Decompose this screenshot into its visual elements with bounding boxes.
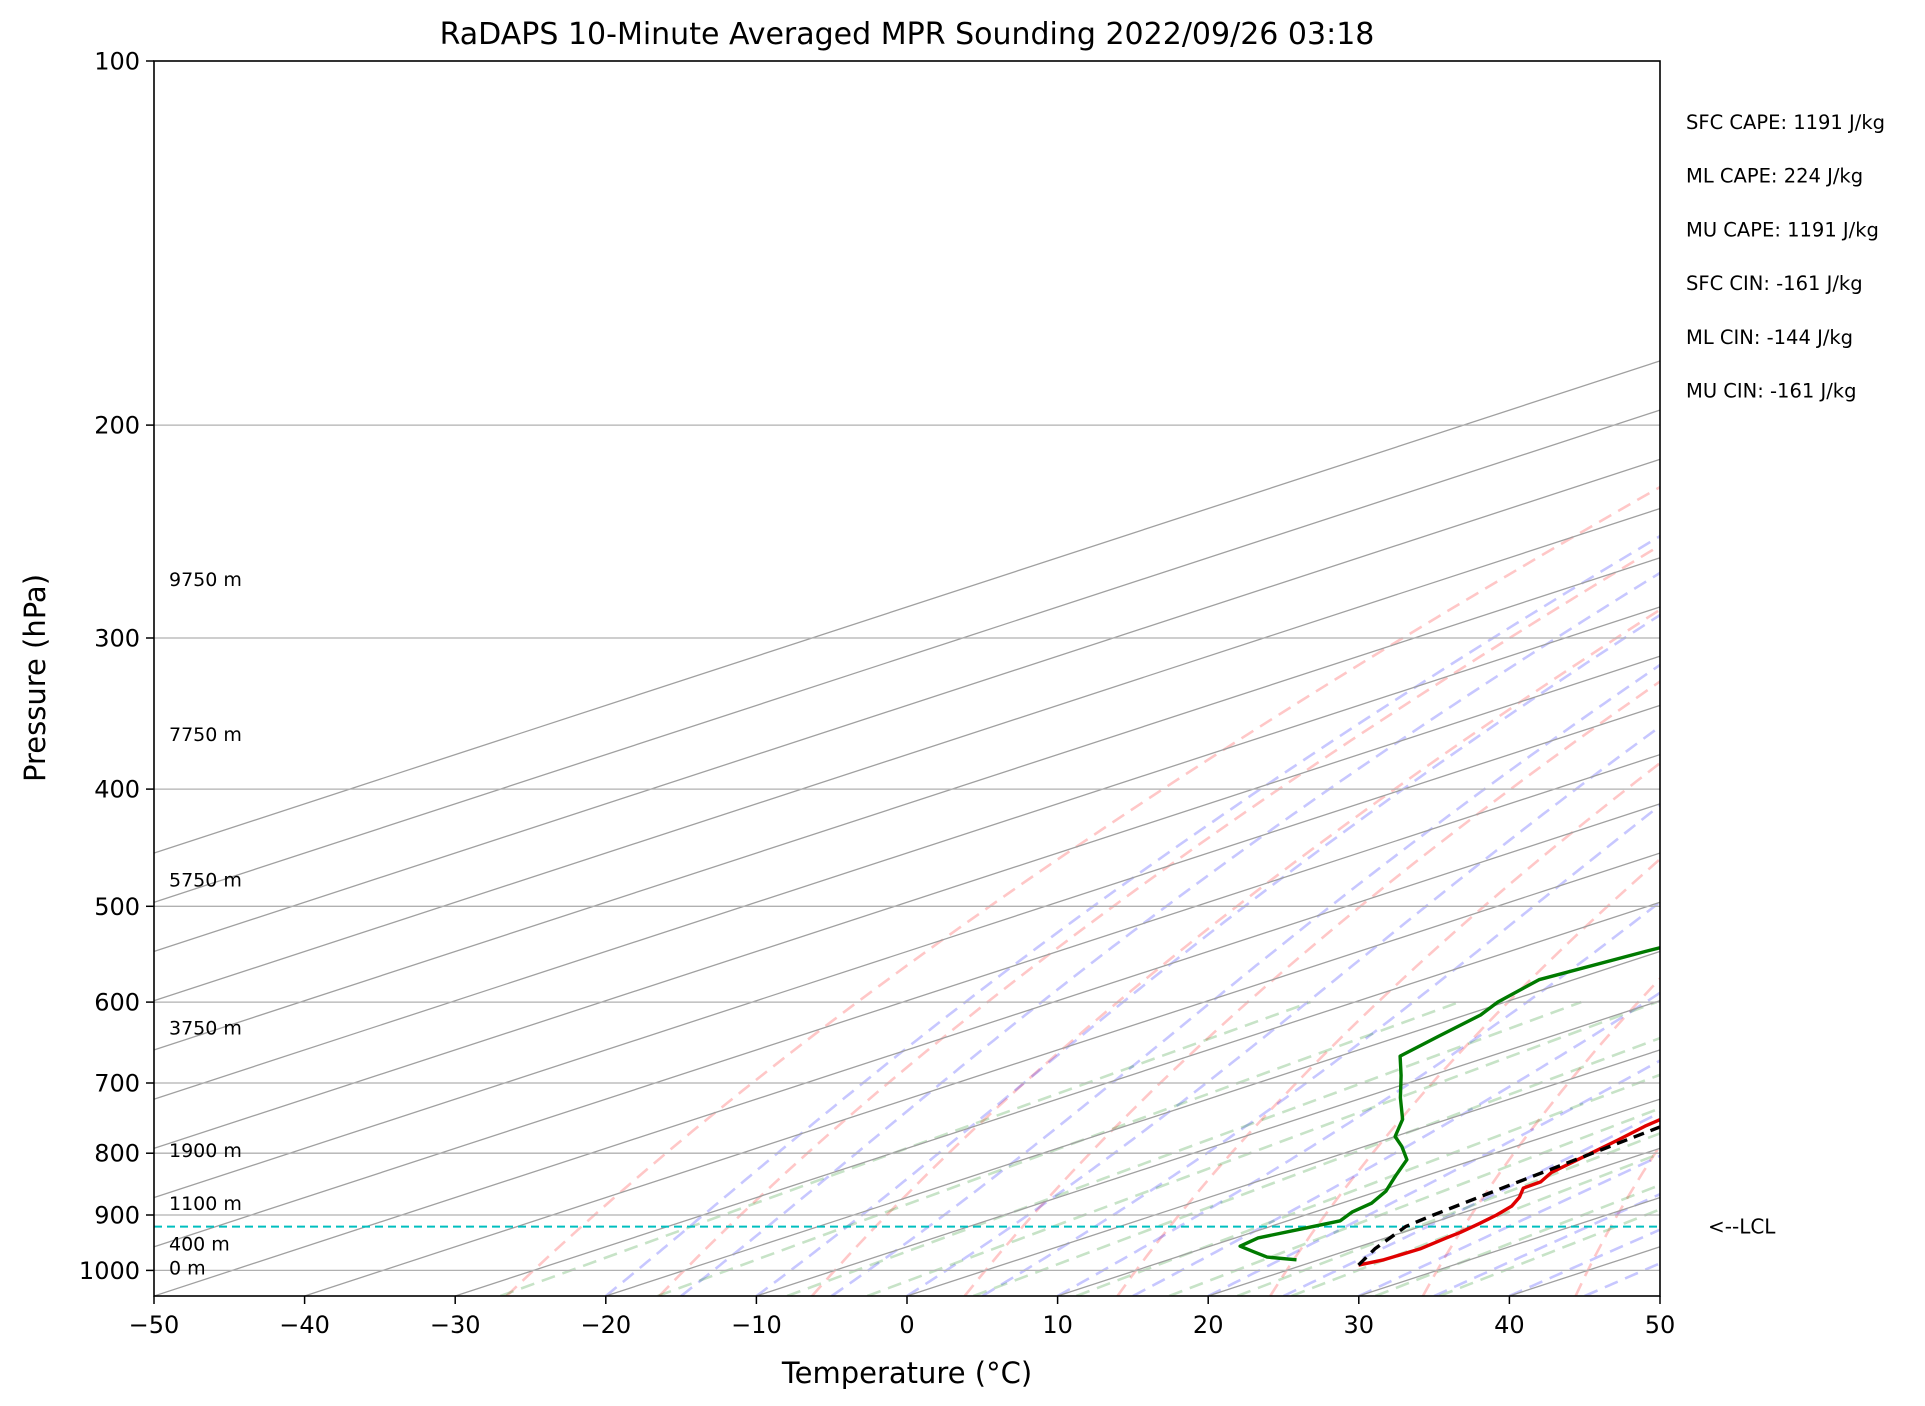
height-label: 400 m	[169, 1233, 230, 1255]
stat-line: ML CIN: -144 J/kg	[1686, 326, 1853, 349]
y-tick-label: 900	[94, 1202, 140, 1230]
x-tick-label: 0	[899, 1311, 914, 1339]
isotherm	[154, 655, 1660, 1150]
dry-adiabat	[1421, 976, 1660, 1296]
x-tick-label: −10	[731, 1311, 782, 1339]
y-tick-label: 800	[94, 1140, 140, 1168]
y-tick-label: 500	[94, 893, 140, 921]
isotherm	[756, 1000, 1660, 1296]
mixing-ratio-line	[1374, 1183, 1660, 1296]
height-label: 0 m	[169, 1258, 206, 1280]
moist-adiabat	[981, 803, 1660, 1296]
mixing-ratio-line	[1075, 1073, 1660, 1296]
dry-adiabat	[811, 608, 1660, 1296]
height-label: 5750 m	[169, 869, 242, 891]
lcl-label: <--LCL	[1708, 1215, 1776, 1239]
x-axis-label: Temperature (°C)	[781, 1356, 1032, 1390]
moist-adiabat	[604, 534, 1660, 1296]
chart-title: RaDAPS 10-Minute Averaged MPR Sounding 2…	[440, 17, 1375, 52]
pressure-gridlines	[154, 424, 1660, 1272]
isotherm	[154, 409, 1660, 903]
height-label: 3750 m	[169, 1018, 242, 1040]
dry-adiabat	[1116, 761, 1660, 1296]
y-tick-label: 200	[94, 412, 140, 440]
mixing-ratio-line	[1291, 1152, 1660, 1296]
height-label: 9750 m	[169, 569, 242, 591]
moist-adiabat	[906, 725, 1660, 1296]
dewpoint-profile	[1238, 945, 1660, 1262]
x-tick-label: −20	[580, 1311, 631, 1339]
dry-adiabat	[505, 485, 1660, 1296]
y-ticks: 1000 900 800 700 600 500 400 300 200 100	[79, 48, 154, 1285]
mixing-ratio-line	[866, 1000, 1658, 1296]
mixing-ratio-line	[1439, 1208, 1660, 1296]
profiles	[1238, 945, 1660, 1267]
isotherm	[154, 606, 1660, 1100]
stat-line: SFC CIN: -161 J/kg	[1686, 272, 1863, 295]
isotherm	[154, 753, 1660, 1248]
stats-panel: SFC CAPE: 1191 J/kg ML CAPE: 224 J/kg MU C…	[1686, 111, 1885, 403]
x-tick-label: −40	[279, 1311, 330, 1339]
stat-line: MU CAPE: 1191 J/kg	[1686, 218, 1879, 241]
x-tick-label: 30	[1344, 1311, 1375, 1339]
isotherm	[605, 950, 1660, 1296]
moist-adiabat	[1132, 991, 1660, 1296]
isotherm	[154, 360, 1660, 854]
moist-adiabat	[1358, 1154, 1660, 1296]
height-label: 1100 m	[169, 1193, 242, 1215]
isotherm	[454, 901, 1660, 1296]
y-tick-label: 600	[94, 989, 140, 1017]
x-tick-label: 20	[1193, 1311, 1224, 1339]
isotherm	[906, 1049, 1660, 1296]
mixing-ratio-line	[1168, 1106, 1660, 1296]
stat-line: MU CIN: -161 J/kg	[1686, 380, 1856, 403]
y-tick-label: 100	[94, 48, 140, 76]
y-axis-label: Pressure (hPa)	[18, 574, 52, 782]
y-tick-label: 700	[94, 1070, 140, 1098]
x-tick-label: 10	[1042, 1311, 1073, 1339]
y-tick-label: 400	[94, 776, 140, 804]
isotherm	[154, 507, 1660, 1002]
y-tick-label: 1000	[79, 1257, 140, 1285]
x-tick-label: 40	[1494, 1311, 1525, 1339]
x-tick-label: −50	[129, 1311, 180, 1339]
mixing-ratio-line	[1236, 1131, 1660, 1296]
background-lines	[154, 360, 1660, 1296]
moist-adiabat	[680, 571, 1660, 1296]
x-ticks: −50 −40 −30 −20 −10 0 10 20 30 40 50	[129, 1296, 1676, 1339]
moist-adiabat	[1433, 1192, 1660, 1296]
stat-line: ML CAPE: 224 J/kg	[1686, 165, 1863, 188]
y-tick-label: 300	[94, 625, 140, 653]
height-label: 1900 m	[169, 1140, 242, 1162]
moist-adiabat	[830, 663, 1660, 1296]
height-label: 7750 m	[169, 724, 242, 746]
mixing-ratio-line	[657, 1000, 1460, 1296]
height-labels: 0 m 400 m 1100 m 1900 m 3750 m 5750 m 7750 m 97…	[169, 569, 242, 1280]
stat-line: SFC CAPE: 1191 J/kg	[1686, 111, 1885, 134]
mixing-ratio-line	[786, 1000, 1582, 1296]
temperature-profile	[1358, 1117, 1660, 1267]
parcel-profile	[1357, 1125, 1660, 1267]
isotherm	[154, 458, 1660, 953]
isotherm	[154, 803, 1660, 1296]
isotherm	[154, 557, 1660, 1051]
isotherm	[304, 852, 1660, 1296]
mixing-ratio-line	[973, 1036, 1660, 1296]
dry-adiabat	[658, 544, 1660, 1296]
isotherm	[154, 704, 1660, 1199]
x-tick-label: −30	[430, 1311, 481, 1339]
x-tick-label: 50	[1645, 1311, 1676, 1339]
